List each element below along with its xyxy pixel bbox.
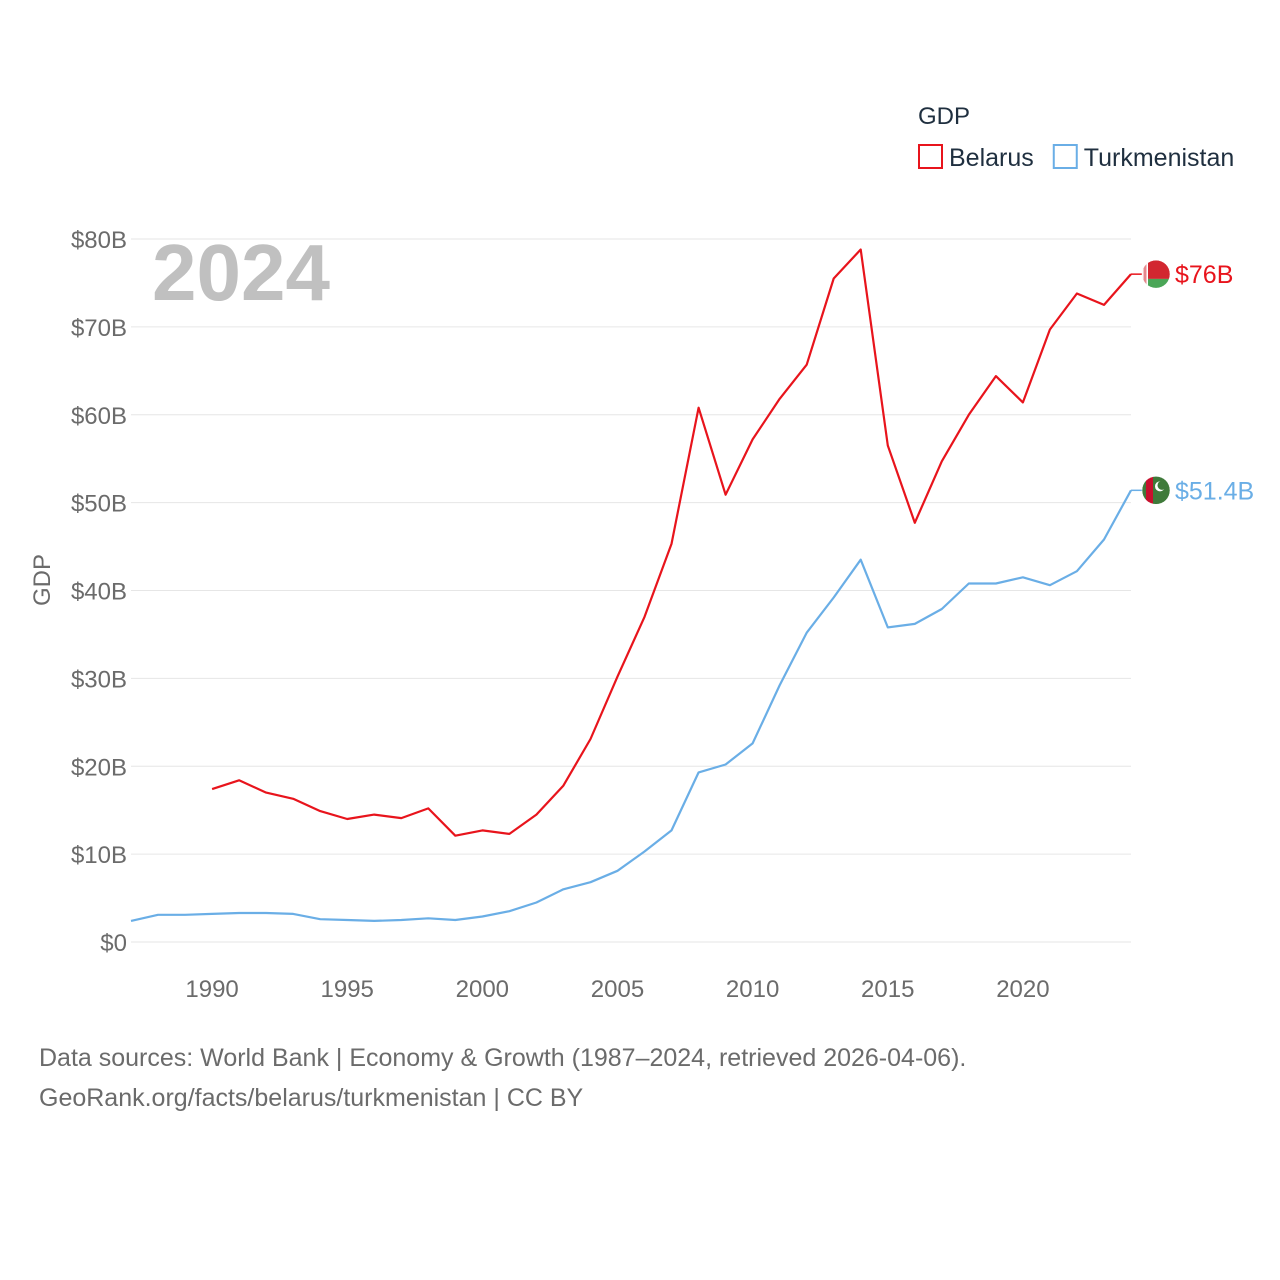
legend: GDP Belarus Turkmenistan xyxy=(918,103,1234,172)
legend-swatch-belarus[interactable] xyxy=(918,144,943,169)
x-tick-label: 2020 xyxy=(996,976,1049,1003)
legend-title: GDP xyxy=(918,103,970,130)
y-tick-label: $0 xyxy=(100,930,127,957)
x-tick-label: 2010 xyxy=(726,976,779,1003)
current-year-label: 2024 xyxy=(152,228,330,317)
grid xyxy=(131,238,1131,943)
x-tick-label: 1990 xyxy=(185,976,238,1003)
belarus-flag-icon xyxy=(1142,260,1170,289)
y-tick-label: $60B xyxy=(71,403,127,430)
x-tick-label: 2005 xyxy=(591,976,644,1003)
y-tick-label: $80B xyxy=(71,227,127,254)
source-url-text[interactable]: GeoRank.org/facts/belarus/turkmenistan |… xyxy=(39,1084,584,1112)
y-tick-label: $40B xyxy=(71,579,127,606)
x-tick-label: 1995 xyxy=(321,976,374,1003)
series-line-belarus xyxy=(211,248,1132,837)
y-tick-label: $50B xyxy=(71,491,127,518)
x-axis: 1990 1995 2000 2005 2010 2015 2020 xyxy=(185,976,1049,1003)
x-tick-label: 2000 xyxy=(456,976,509,1003)
legend-label-turkmenistan[interactable]: Turkmenistan xyxy=(1084,144,1235,172)
y-axis: $0 $10B $20B $30B $40B $50B $60B $70B $80B xyxy=(71,227,127,957)
y-axis-title: GDP xyxy=(29,554,56,606)
end-value-label-belarus: $76B xyxy=(1175,261,1233,289)
legend-label-belarus[interactable]: Belarus xyxy=(949,144,1034,172)
end-value-label-turkmenistan: $51.4B xyxy=(1175,477,1254,505)
turkmenistan-flag-icon xyxy=(1142,476,1170,505)
y-tick-label: $30B xyxy=(71,666,127,693)
y-tick-label: $10B xyxy=(71,842,127,869)
series: $76B $51.4B xyxy=(130,248,1254,923)
x-tick-label: 2015 xyxy=(861,976,914,1003)
data-source-text: Data sources: World Bank | Economy & Gro… xyxy=(39,1044,967,1072)
y-tick-label: $20B xyxy=(71,754,127,781)
y-tick-label: $70B xyxy=(71,315,127,342)
series-line-turkmenistan xyxy=(130,489,1132,923)
legend-swatch-turkmenistan[interactable] xyxy=(1052,144,1078,169)
